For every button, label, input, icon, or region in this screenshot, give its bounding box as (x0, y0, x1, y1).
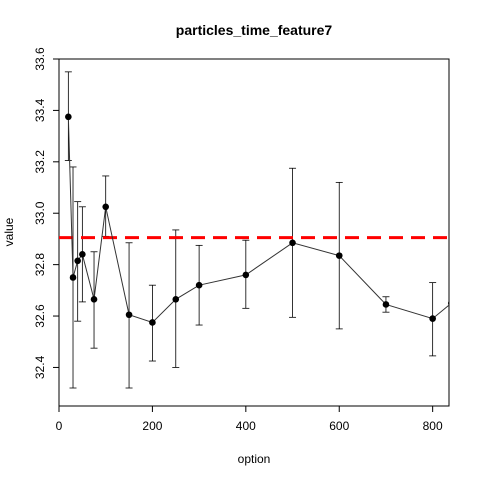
data-point (65, 113, 72, 121)
data-point (69, 274, 77, 281)
x-tick-label: 400 (236, 419, 256, 433)
x-axis: 0 200 400 600 800 (56, 406, 443, 433)
data-point (448, 300, 449, 306)
data-point (242, 271, 250, 279)
data-point (429, 315, 436, 322)
data-point (125, 311, 133, 319)
chart-title: particles_time_feature7 (176, 22, 333, 38)
x-tick-label: 800 (423, 419, 443, 433)
y-tick-label: 33.0 (33, 201, 47, 225)
data-point (79, 251, 86, 258)
data-point (102, 203, 110, 211)
y-tick-label: 33.4 (33, 98, 47, 122)
x-tick-label: 0 (56, 419, 63, 433)
y-tick-label: 33.2 (33, 150, 47, 174)
data-point (149, 319, 156, 326)
data-point (382, 301, 390, 308)
plot-area-frame (58, 58, 450, 407)
data-point (90, 296, 98, 303)
y-axis-title: value (2, 217, 16, 246)
y-tick-label: 32.8 (33, 253, 47, 277)
plot-layer (59, 71, 449, 389)
y-tick-label: 33.6 (33, 47, 47, 71)
data-point (289, 239, 296, 247)
data-point (335, 252, 343, 259)
data-point (74, 257, 81, 265)
y-axis: 32.4 32.6 32.8 33.0 33.2 33.4 33.6 (33, 47, 59, 379)
x-axis-title: option (238, 452, 271, 466)
y-tick-label: 32.6 (33, 304, 47, 328)
x-tick-label: 200 (142, 419, 162, 433)
data-point (195, 281, 203, 289)
data-point (172, 296, 180, 303)
y-tick-label: 32.4 (33, 355, 47, 379)
x-tick-label: 600 (329, 419, 349, 433)
series-line (67, 116, 449, 324)
